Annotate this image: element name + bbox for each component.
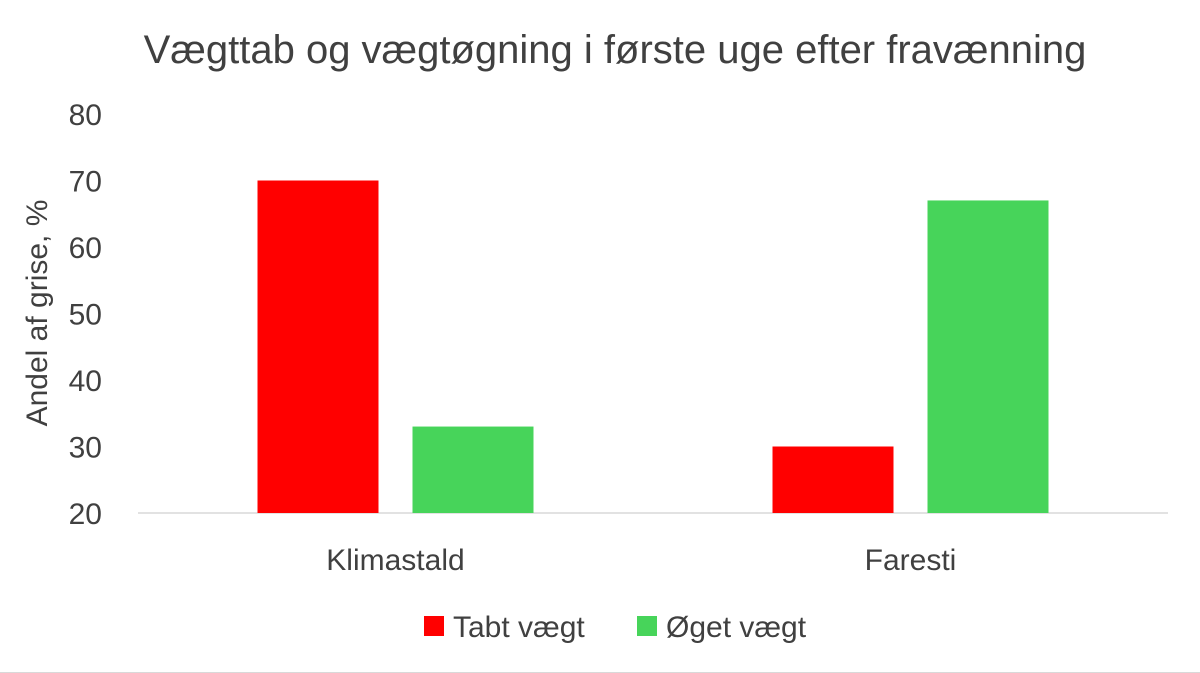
y-tick-label: 70 — [69, 166, 102, 199]
y-tick-label: 20 — [69, 498, 102, 531]
category-labels: Klimastald Faresti — [326, 544, 956, 577]
x-category-label: Klimastald — [326, 544, 464, 577]
legend-label: Tabt vægt — [453, 611, 585, 644]
legend-swatch — [637, 616, 657, 636]
bar-tabt-vaegt-0 — [257, 180, 379, 513]
x-category-label: Faresti — [865, 544, 957, 577]
y-axis-title: Andel af grise, % — [21, 200, 54, 427]
y-tick-label: 50 — [69, 299, 102, 332]
bar-tabt-vaegt-1 — [772, 446, 894, 513]
legend-label: Øget vægt — [666, 611, 807, 644]
bar-oeget-vaegt-0 — [412, 426, 534, 513]
y-tick-label: 30 — [69, 432, 102, 465]
y-axis-ticks: 20 30 40 50 60 70 80 — [69, 99, 102, 531]
legend: Tabt vægt Øget vægt — [424, 611, 807, 644]
legend-swatch — [424, 616, 444, 636]
y-tick-label: 60 — [69, 232, 102, 265]
bar-oeget-vaegt-1 — [927, 200, 1049, 513]
chart-title: Vægttab og vægtøgning i første uge efter… — [144, 28, 1087, 72]
y-tick-label: 40 — [69, 365, 102, 398]
bars-group — [257, 180, 1049, 513]
y-tick-label: 80 — [69, 99, 102, 132]
